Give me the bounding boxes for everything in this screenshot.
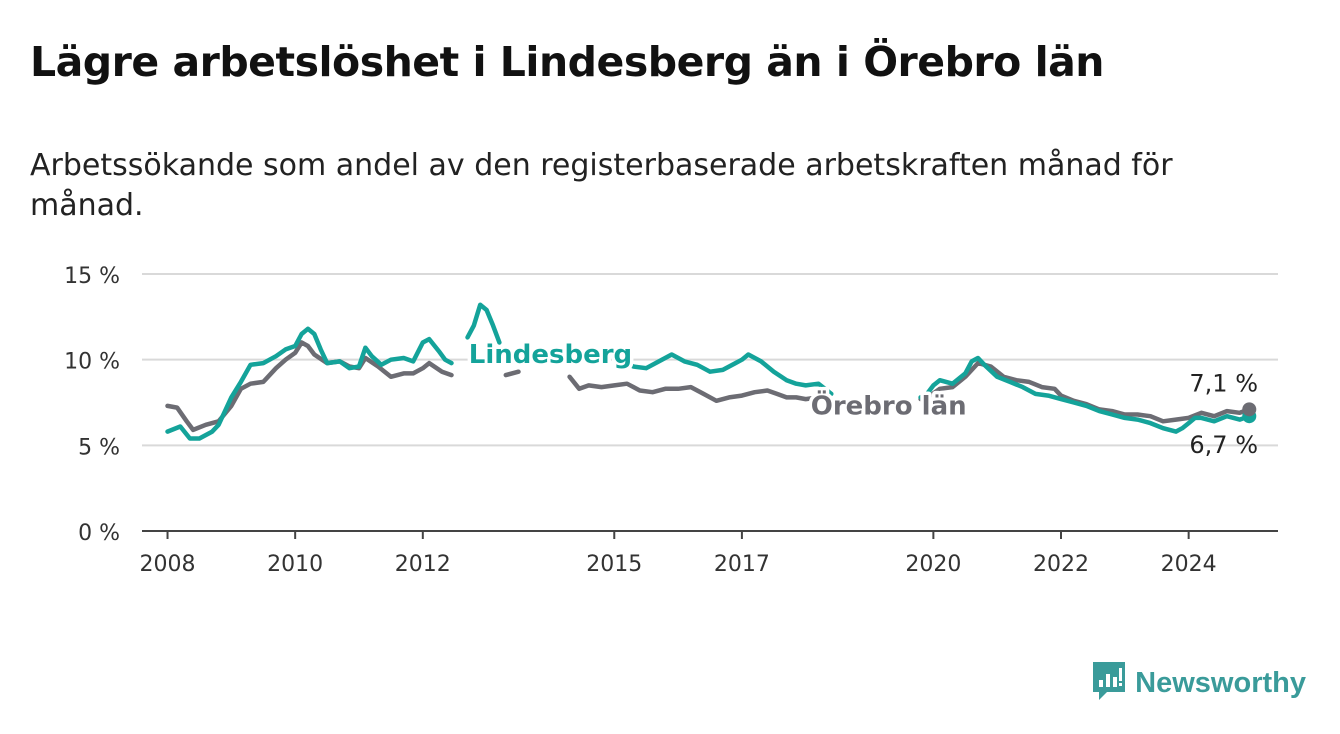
x-tick-label: 2012	[395, 552, 451, 577]
y-tick-label: 0 %	[78, 521, 120, 546]
series-line-lindesberg	[615, 352, 834, 397]
chart-title: Lägre arbetslöshet i Lindesberg än i Öre…	[30, 38, 1105, 86]
x-axis: 2008 2010 2012 2015 2017 2020 2022 2024	[140, 530, 1278, 577]
y-tick-label: 15 %	[64, 264, 120, 289]
newsworthy-wordmark: Newsworthy	[1135, 666, 1306, 699]
series-line-lindesberg	[165, 326, 454, 441]
chart-subtitle: Arbetssökande som andel av den registerb…	[30, 148, 1173, 223]
grid-lines	[142, 273, 1278, 447]
series-line-lindesberg	[465, 302, 502, 345]
x-tick-label: 2010	[267, 552, 323, 577]
x-tick-label: 2020	[905, 552, 961, 577]
end-value-label: 7,1 %	[1189, 369, 1258, 397]
series-labels: 6,7 % 7,1 % Lindesberg Örebro län	[465, 337, 1258, 460]
end-point-marker	[1242, 402, 1257, 417]
series-line-orebro-lan	[165, 340, 454, 433]
series-line-orebro-lan	[567, 374, 821, 404]
x-tick-label: 2017	[714, 552, 770, 577]
y-tick-label: 5 %	[78, 435, 120, 460]
y-tick-label: 10 %	[64, 350, 120, 375]
series-line-orebro-lan	[503, 369, 521, 378]
x-tick-label: 2022	[1033, 552, 1089, 577]
x-tick-label: 2024	[1161, 552, 1217, 577]
newsworthy-brand: Newsworthy	[1091, 660, 1306, 706]
newsworthy-logo-icon	[1091, 660, 1127, 706]
end-value-label: 6,7 %	[1189, 431, 1258, 459]
series-name-label: Lindesberg	[469, 340, 632, 370]
x-tick-label: 2008	[140, 552, 196, 577]
series-lines	[165, 302, 1257, 441]
series-name-label: Örebro län	[811, 388, 967, 421]
x-tick-label: 2015	[586, 552, 642, 577]
y-axis-tick-labels: 0 % 5 % 10 % 15 %	[64, 264, 120, 546]
series-line-lindesberg	[918, 355, 1252, 434]
